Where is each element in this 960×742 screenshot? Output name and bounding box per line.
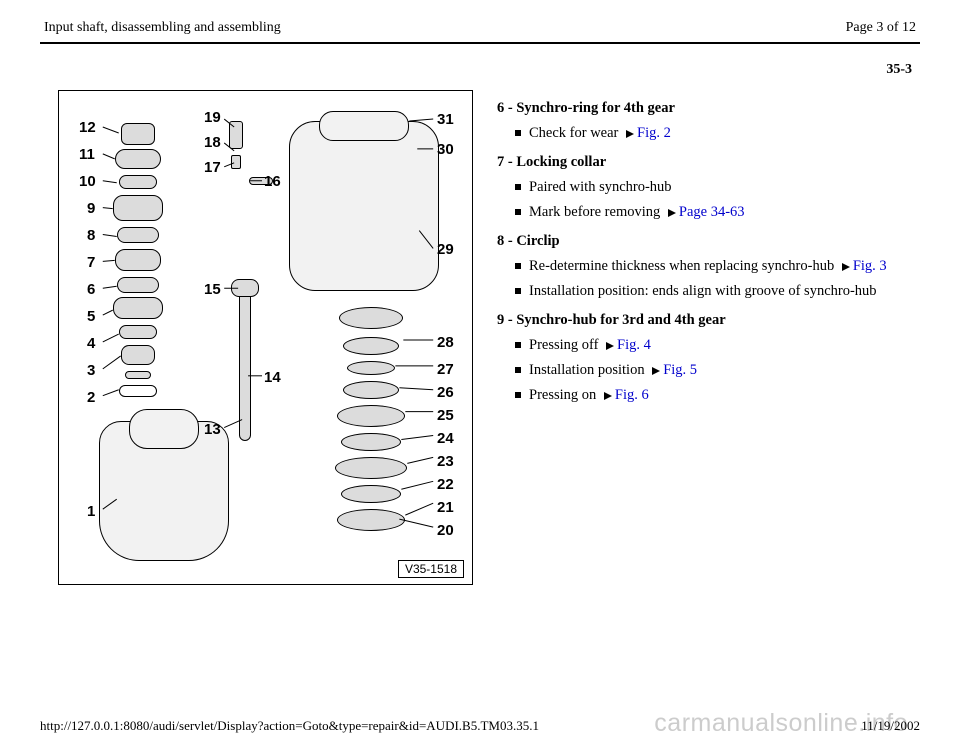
- callout-2: 2: [87, 389, 95, 406]
- callout-8: 8: [87, 227, 95, 244]
- callout-29: 29: [437, 241, 454, 258]
- exploded-diagram: 1211109876543211918171615141331302928272…: [58, 90, 473, 585]
- footer-url: http://127.0.0.1:8080/audi/servlet/Displ…: [40, 718, 539, 734]
- page-number: Page 3 of 12: [846, 20, 916, 36]
- item-8-sub-1: Installation position: ends align with g…: [515, 281, 912, 302]
- callout-10: 10: [79, 173, 96, 190]
- callout-14: 14: [264, 369, 281, 386]
- callout-27: 27: [437, 361, 454, 378]
- item-8-sub-0: Re-determine thickness when replacing sy…: [515, 256, 912, 277]
- arrow-icon: [842, 263, 850, 271]
- callout-22: 22: [437, 476, 454, 493]
- header-rule: [40, 42, 920, 44]
- ref-link[interactable]: Fig. 3: [853, 258, 887, 274]
- callout-25: 25: [437, 407, 454, 424]
- item-7-sub-1: Mark before removing Page 34-63: [515, 202, 912, 223]
- callout-31: 31: [437, 111, 454, 128]
- item-6-title: 6 - Synchro-ring for 4th gear: [497, 98, 912, 119]
- ref-link[interactable]: Page 34-63: [679, 204, 745, 220]
- footer-date: 11/19/2002: [861, 718, 920, 734]
- item-6-sublist: Check for wear Fig. 2: [497, 123, 912, 144]
- leader-lines: [59, 91, 472, 584]
- callout-23: 23: [437, 453, 454, 470]
- ref-link[interactable]: Fig. 5: [663, 362, 697, 378]
- callout-5: 5: [87, 308, 95, 325]
- ref-link[interactable]: Fig. 6: [615, 387, 649, 403]
- callout-17: 17: [204, 159, 221, 176]
- item-8-title: 8 - Circlip: [497, 231, 912, 252]
- item-7-title: 7 - Locking collar: [497, 152, 912, 173]
- callout-16: 16: [264, 173, 281, 190]
- callout-7: 7: [87, 254, 95, 271]
- section-number: 35-3: [40, 62, 912, 78]
- callout-21: 21: [437, 499, 454, 516]
- callout-11: 11: [79, 146, 95, 163]
- item-7-sublist: Paired with synchro-hub Mark before remov…: [497, 177, 912, 223]
- callout-19: 19: [204, 109, 221, 126]
- callout-9: 9: [87, 200, 95, 217]
- page-title: Input shaft, disassembling and assemblin…: [44, 20, 281, 36]
- item-9-sub-0: Pressing off Fig. 4: [515, 335, 912, 356]
- arrow-icon: [606, 342, 614, 350]
- figure-number: V35-1518: [398, 560, 464, 578]
- callout-26: 26: [437, 384, 454, 401]
- callout-1: 1: [87, 503, 95, 520]
- callout-18: 18: [204, 134, 221, 151]
- ref-link[interactable]: Fig. 2: [637, 125, 671, 141]
- item-8-sublist: Re-determine thickness when replacing sy…: [497, 256, 912, 302]
- callout-4: 4: [87, 335, 95, 352]
- arrow-icon: [626, 130, 634, 138]
- item-9-title: 9 - Synchro-hub for 3rd and 4th gear: [497, 310, 912, 331]
- callout-30: 30: [437, 141, 454, 158]
- callout-13: 13: [204, 421, 221, 438]
- parts-list: 6 - Synchro-ring for 4th gear Check for w…: [497, 90, 912, 585]
- arrow-icon: [652, 367, 660, 375]
- callout-15: 15: [204, 281, 221, 298]
- callout-6: 6: [87, 281, 95, 298]
- item-9-sub-1: Installation position Fig. 5: [515, 360, 912, 381]
- arrow-icon: [668, 209, 676, 217]
- item-6-sub-0: Check for wear Fig. 2: [515, 123, 912, 144]
- item-7-sub-0: Paired with synchro-hub: [515, 177, 912, 198]
- callout-28: 28: [437, 334, 454, 351]
- arrow-icon: [604, 392, 612, 400]
- callout-20: 20: [437, 522, 454, 539]
- item-9-sublist: Pressing off Fig. 4 Installation position…: [497, 335, 912, 406]
- ref-link[interactable]: Fig. 4: [617, 337, 651, 353]
- item-9-sub-2: Pressing on Fig. 6: [515, 385, 912, 406]
- callout-3: 3: [87, 362, 95, 379]
- callout-24: 24: [437, 430, 454, 447]
- callout-12: 12: [79, 119, 96, 136]
